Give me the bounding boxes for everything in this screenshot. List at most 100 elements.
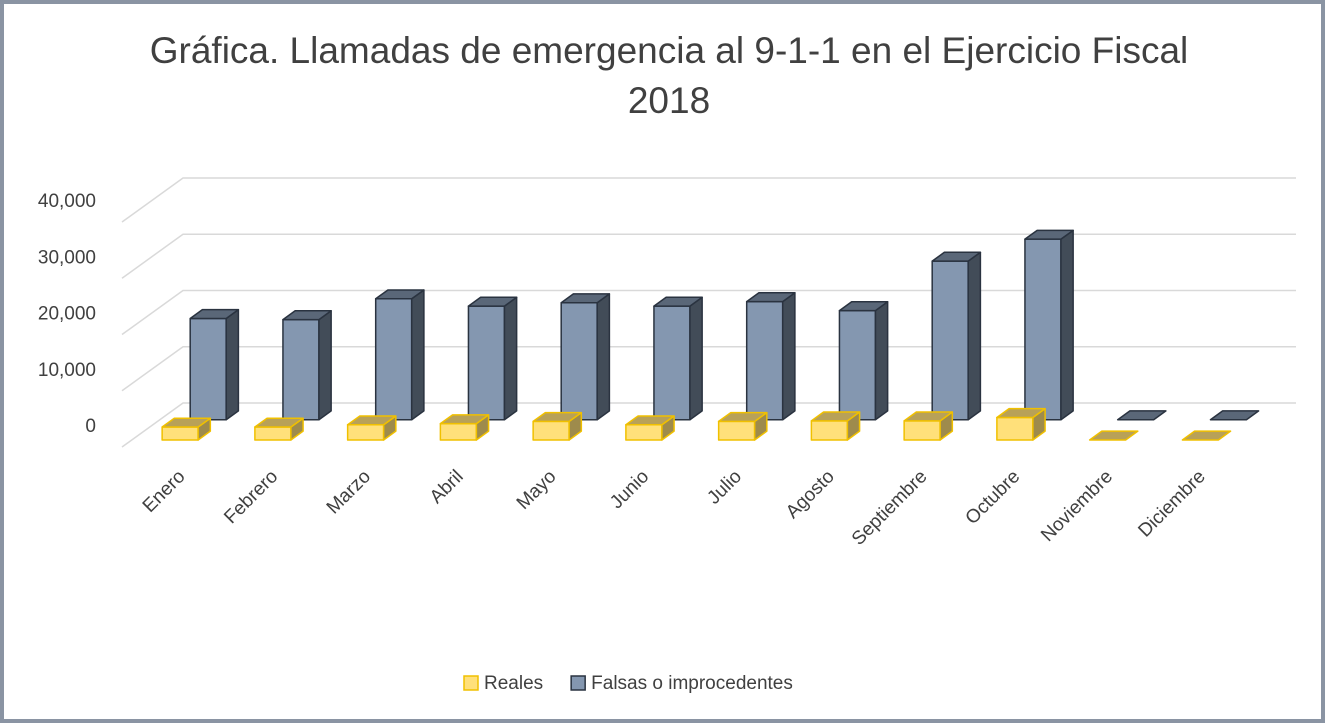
bar-top [745,292,796,303]
bar-top [560,293,611,304]
bar [717,411,768,441]
bar [374,289,425,421]
y-tick-label: 0 [85,416,96,437]
bar-side [596,293,611,421]
bar-front [254,426,292,441]
bar-front [745,300,784,421]
bar-top [254,417,304,428]
bar-top [717,411,768,423]
x-tick-label: Agosto [782,466,839,523]
x-tick-label: Febrero [220,466,282,528]
bar-top [1024,229,1074,240]
bar-front [282,318,320,421]
bar-top [1116,410,1167,421]
grid-line [121,233,1296,279]
bar-top [931,251,982,262]
grid-line [121,289,1296,336]
bar-top [838,301,889,312]
bar-front [903,420,941,441]
bar [560,293,611,421]
y-tick-label: 30,000 [38,247,96,268]
bar [1181,430,1232,441]
bar-front [653,305,691,421]
bar [653,296,703,421]
legend-label: Falsas o improcedentes [591,673,793,694]
bar-side [967,251,982,421]
bar-front [1024,238,1062,421]
bar-front [374,298,413,421]
bar [903,411,954,441]
x-tick-label: Mayo [513,466,561,514]
bar-front [439,422,478,441]
bar-front [189,317,227,421]
chart-title: Gráfica. Llamadas de emergencia al 9-1-1… [149,30,1189,121]
bar-front [717,420,756,441]
bar-front [346,424,385,441]
bar [467,296,518,421]
x-tick-label: Julio [703,466,745,508]
bar-top [161,417,212,428]
bar-side [503,296,518,421]
x-tick-label: Septiembre [848,466,932,550]
bar-front [810,420,849,441]
x-tick-label: Junio [606,466,653,513]
bar [996,407,1046,441]
bar [346,415,397,441]
bar [254,417,304,441]
bar [838,301,889,421]
y-tick-label: 20,000 [38,304,96,325]
bar-side [689,296,703,421]
legend-swatch [570,675,586,691]
bar-front [838,309,877,421]
grid-line [121,402,1296,448]
bar [439,414,490,441]
bar-top [1181,430,1232,441]
bar-top [189,308,240,320]
x-tick-label: Enero [139,466,190,517]
bar-side [1060,229,1074,421]
bar [745,292,796,421]
bar-front [996,416,1034,441]
y-tick-label: 40,000 [38,191,96,212]
bar [810,411,861,441]
bar [282,310,332,421]
bar [1024,229,1074,421]
legend-swatch [463,675,479,691]
bar-top [439,414,490,425]
bar-top [532,411,583,423]
bar-top [282,310,332,321]
bar-top [374,289,425,300]
bar-top [1209,410,1260,421]
bar-front [467,305,506,421]
bar-front [560,301,598,421]
x-tick-label: Marzo [323,466,375,518]
bar [931,251,982,421]
bar-front [532,420,570,441]
bar-side [410,289,425,421]
legend-label: Reales [484,673,543,694]
bar-side [225,308,240,421]
bar [161,417,212,441]
y-tick-label: 10,000 [38,360,96,381]
bar-front [161,426,199,441]
chart: 0 10,000 20,000 30,000 40,000 Enero Febrero Mar… [38,177,1296,694]
bar-top [625,415,675,426]
bar [625,415,675,441]
bar [1209,410,1260,421]
x-tick-label: Abril [426,466,468,508]
bar [1116,410,1167,421]
bar [532,411,583,441]
bar-top [653,296,703,307]
bar-top [1088,430,1139,441]
bar [189,308,240,421]
bar-top [810,411,861,422]
bar-top [346,415,397,426]
x-tick-label: Diciembre [1134,466,1209,541]
grid-line [121,177,1296,223]
x-tick-label: Octubre [962,466,1025,529]
bar [1088,430,1139,441]
bar-top [996,407,1046,419]
bar-top [467,296,518,307]
bar-front [625,424,663,441]
